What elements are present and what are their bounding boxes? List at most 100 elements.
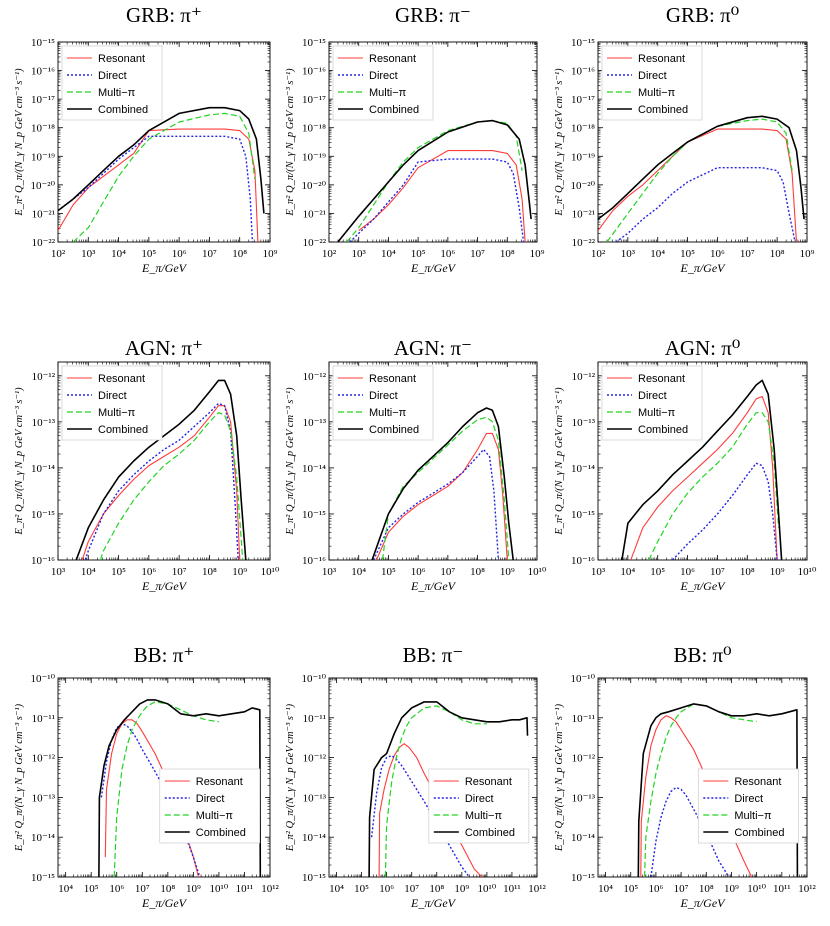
x-axis-label: E_π/GeV [141,261,188,275]
y-axis-label: E_π² Q_π/(N_γ N_p GeV cm⁻³ s⁻¹) [554,68,565,217]
y-tick-label: 10⁻¹³ [572,417,596,429]
y-tick-label: 10⁻¹³ [303,417,327,429]
y-tick-label: 10⁻¹⁶ [571,555,595,567]
y-tick-label: 10⁻¹² [572,371,596,383]
y-tick-label: 10⁻¹⁹ [302,151,326,163]
series-line-multi [99,412,244,560]
panel-title: GRB: π⁰ [666,3,739,27]
x-tick-label: 10⁸ [429,883,444,895]
x-tick-label: 10⁷ [202,248,217,260]
x-tick-label: 10⁶ [172,248,187,260]
series-line-multi [384,705,487,877]
plot-frame [57,41,271,243]
y-tick-label: 10⁻¹⁵ [571,872,595,884]
x-tick-label: 10⁸ [770,248,785,260]
x-axis-label: E_π/GeV [680,896,727,910]
legend-label-resonant: Resonant [369,53,416,65]
x-tick-label: 10⁸ [202,566,217,578]
x-tick-label: 10⁵ [623,883,638,895]
legend-label-multi: Multi−π [465,810,503,822]
legend-label-multi: Multi−π [98,407,136,419]
x-tick-label: 10³ [621,248,636,260]
legend-label-multi: Multi−π [638,87,676,99]
x-tick-label: 10⁷ [740,248,755,260]
x-tick-label: 10⁴ [351,566,366,578]
panel-BB-pi-minus: BB: π⁻ 10⁴ 10⁵ 10⁶ 10⁷ 10⁸ 10⁹ 10¹⁰ 10¹¹ 10¹² 10⁻¹… [285,643,546,910]
y-tick-label: 10⁻¹¹ [572,713,595,725]
x-tick-label: 10⁵ [84,883,99,895]
x-tick-label: 10⁹ [530,248,545,260]
panel-AGN-pi-zero: AGN: π⁰ 10³ 10⁴ 10⁵ 10⁶ 10⁷ 10⁸ 10⁹ 10¹⁰ 10⁻¹⁶ 10⁻… [554,336,817,593]
y-tick-label: 10⁻¹⁵ [302,37,326,49]
series-line-direct [672,462,778,560]
y-tick-label: 10⁻¹¹ [32,713,55,725]
x-tick-label: 10³ [591,566,606,578]
legend-label-direct: Direct [638,390,667,402]
legend-box [61,365,163,441]
y-tick-label: 10⁻¹⁷ [31,94,55,106]
x-tick-label: 10⁹ [800,248,815,260]
legend-label-combined: Combined [638,424,688,436]
series-line-combined [598,115,805,220]
series-line-combined [368,701,529,877]
y-tick-label: 10⁻¹⁶ [31,66,55,78]
series-line-combined [371,407,514,560]
legend-label-resonant: Resonant [369,373,416,385]
series-line-multi [113,701,219,877]
x-tick-label: 10¹⁰ [528,566,547,578]
plot-frame [328,41,538,243]
x-tick-label: 10¹⁰ [261,566,280,578]
legend: Resonant Direct Multi−π Combined [697,768,799,844]
y-tick-label: 10⁻²¹ [572,208,595,220]
x-tick-label: 10³ [352,248,367,260]
panel-GRB-pi-minus: GRB: π⁻ 10² 10³ 10⁴ 10⁵ 10⁶ 10⁷ 10⁸ 10⁹ 10⁻²² 10⁻²… [285,3,545,275]
x-tick-label: 10⁹ [232,566,247,578]
x-tick-label: 10⁴ [598,883,613,895]
legend: Resonant Direct Multi−π Combined [159,768,261,844]
panel-BB-pi-plus: BB: π⁺ 10⁴ 10⁵ 10⁶ 10⁷ 10⁸ 10⁹ 10¹⁰ 10¹¹ 10¹² 10⁻¹… [14,643,279,910]
x-tick-label: 10⁸ [232,248,247,260]
y-tick-label: 10⁻¹² [572,753,596,765]
series-group [598,115,805,242]
legend: Resonant Direct Multi−π Combined [601,365,703,441]
x-tick-label: 10⁶ [141,566,156,578]
y-tick-label: 10⁻¹⁸ [571,123,595,135]
y-tick-label: 10⁻¹⁵ [31,37,55,49]
series-line-direct [58,135,254,242]
y-tick-label: 10⁻¹⁶ [302,66,326,78]
y-axis-label: E_π² Q_π/(N_γ N_p GeV cm⁻³ s⁻¹) [554,703,565,852]
x-tick-label: 10⁹ [454,883,469,895]
y-tick-label: 10⁻¹³ [572,792,596,804]
x-tick-label: 10⁹ [724,883,739,895]
legend: Resonant Direct Multi−π Combined [332,45,434,121]
legend-label-multi: Multi−π [369,87,407,99]
series-group [75,379,247,560]
legend: Resonant Direct Multi−π Combined [61,45,163,121]
x-tick-label: 10⁹ [770,566,785,578]
y-tick-label: 10⁻²⁰ [301,180,326,192]
x-tick-label: 10¹² [261,883,279,895]
series-line-multi [381,416,510,560]
y-tick-label: 10⁻¹⁴ [302,832,326,844]
legend-label-direct: Direct [98,390,127,402]
panel-title: AGN: π⁺ [125,336,203,360]
x-axis-label: E_π/GeV [410,579,457,593]
y-tick-label: 10⁻¹⁵ [31,509,55,521]
y-tick-label: 10⁻¹⁶ [302,555,326,567]
x-tick-label: 10⁴ [81,566,96,578]
y-tick-label: 10⁻¹⁹ [31,151,55,163]
x-axis-label: E_π/GeV [680,579,727,593]
legend-label-resonant: Resonant [638,373,685,385]
y-tick-label: 10⁻²² [32,237,56,249]
x-tick-label: 10³ [322,566,337,578]
series-line-multi [644,703,757,877]
y-tick-label: 10⁻¹⁸ [31,123,55,135]
legend-label-resonant: Resonant [734,776,781,788]
x-tick-label: 10⁶ [379,883,394,895]
x-tick-label: 10⁵ [141,248,156,260]
x-tick-label: 10¹¹ [773,883,791,895]
panel-BB-pi-zero: BB: π⁰ 10⁴ 10⁵ 10⁶ 10⁷ 10⁸ 10⁹ 10¹⁰ 10¹¹ 10¹² 10⁻¹… [554,643,816,910]
legend-label-multi: Multi−π [98,87,136,99]
series-line-direct [372,448,500,560]
